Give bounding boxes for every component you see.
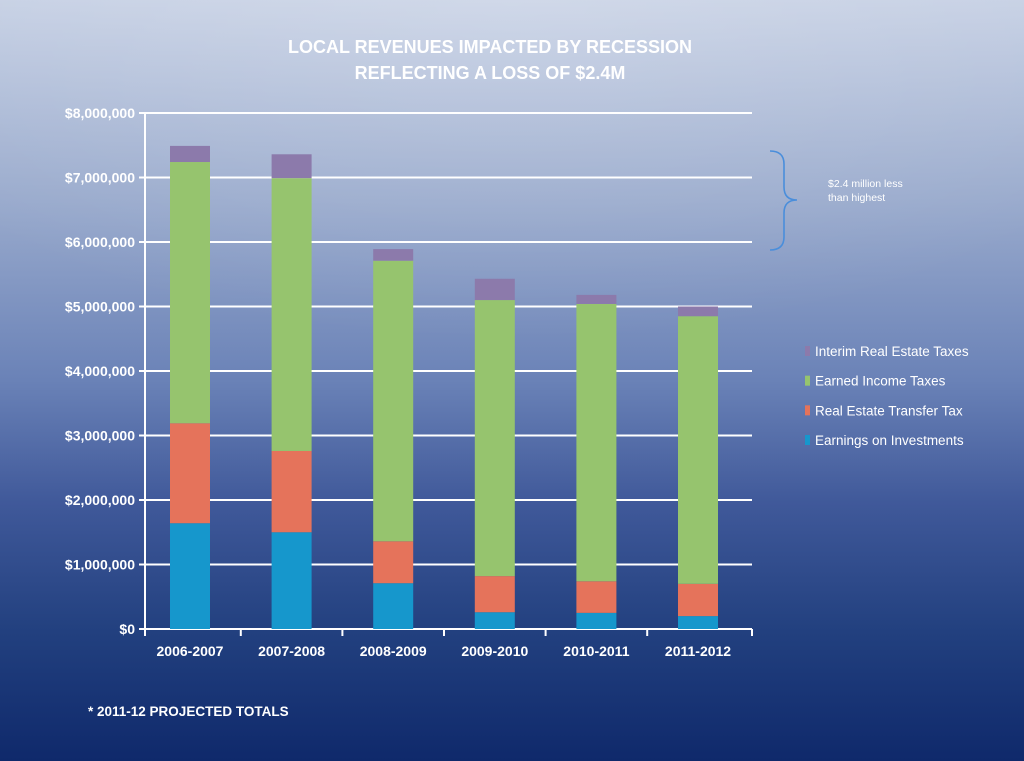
- bar-segment-earnings-on-investments: [271, 532, 312, 629]
- bar-segment-earned-income-taxes: [576, 303, 617, 582]
- bar-segment-interim-real-estate-taxes: [474, 278, 515, 301]
- chart-title: LOCAL REVENUES IMPACTED BY RECESSION REF…: [0, 34, 980, 86]
- footnote: * 2011-12 PROJECTED TOTALS: [88, 704, 289, 719]
- y-tick-label: $2,000,000: [65, 492, 135, 508]
- legend-item-real-estate-transfer-tax: Real Estate Transfer Tax: [805, 403, 963, 418]
- annotation: $2.4 million less than highest: [769, 150, 903, 251]
- legend-label: Earned Income Taxes: [815, 374, 946, 389]
- bar-segment-earned-income-taxes: [373, 260, 414, 542]
- x-tick-label: 2007-2008: [258, 643, 325, 659]
- bar-segment-real-estate-transfer-tax: [678, 583, 718, 617]
- y-tick-label: $6,000,000: [65, 234, 135, 250]
- bar-segment-interim-real-estate-taxes: [170, 145, 210, 163]
- bar-stack-2008-2009: [373, 249, 414, 629]
- bar-segment-interim-real-estate-taxes: [678, 306, 718, 317]
- bar-stack-2007-2008: [271, 154, 312, 629]
- y-tick-label: $8,000,000: [65, 105, 135, 121]
- bar-stack-2006-2007: [170, 145, 210, 629]
- bar-stack-2009-2010: [474, 278, 515, 629]
- legend-label: Real Estate Transfer Tax: [815, 403, 963, 418]
- x-tick-label: 2006-2007: [157, 643, 224, 659]
- bar-segment-earnings-on-investments: [474, 612, 515, 629]
- bar-segment-real-estate-transfer-tax: [170, 423, 210, 524]
- legend-swatch: [805, 435, 810, 446]
- y-tick-label: $0: [119, 621, 135, 637]
- y-tick-label: $5,000,000: [65, 299, 135, 315]
- legend-swatch: [805, 405, 810, 416]
- bar-segment-interim-real-estate-taxes: [576, 294, 617, 304]
- bar-stack-2010-2011: [576, 294, 617, 629]
- legend-swatch: [805, 375, 810, 386]
- bar-segment-earnings-on-investments: [576, 612, 617, 629]
- legend-item-interim-real-estate-taxes: Interim Real Estate Taxes: [805, 344, 969, 359]
- chart-title-line-1: LOCAL REVENUES IMPACTED BY RECESSION: [287, 37, 693, 57]
- x-tick-label: 2008-2009: [360, 643, 427, 659]
- chart-title-line-2: REFLECTING A LOSS OF $2.4M: [354, 63, 626, 83]
- x-tick-labels: 2006-2007 2007-2008 2008-2009 2009-2010 2010…: [157, 643, 732, 659]
- bar-segment-real-estate-transfer-tax: [576, 581, 617, 613]
- bar-segment-earned-income-taxes: [678, 316, 718, 584]
- bar-segment-interim-real-estate-taxes: [271, 154, 312, 179]
- bar-segment-earnings-on-investments: [373, 583, 414, 629]
- annotation-text-line: $2.4 million less: [828, 178, 903, 190]
- legend-swatch: [805, 346, 810, 356]
- legend-item-earnings-on-investments: Earnings on Investments: [805, 433, 964, 448]
- bar-segment-earned-income-taxes: [170, 162, 210, 424]
- legend: Interim Real Estate Taxes Earned Income T…: [805, 344, 969, 448]
- legend-label: Earnings on Investments: [815, 433, 964, 448]
- annotation-brace: [769, 150, 798, 251]
- x-tick-label: 2011-2012: [665, 643, 731, 659]
- y-tick-label: $1,000,000: [65, 557, 135, 573]
- axes: [144, 113, 753, 636]
- bars: [170, 145, 718, 629]
- y-tick-label: $3,000,000: [65, 428, 135, 444]
- bar-segment-real-estate-transfer-tax: [474, 576, 515, 613]
- bar-segment-real-estate-transfer-tax: [271, 450, 312, 533]
- x-tick-label: 2009-2010: [461, 643, 528, 659]
- legend-item-earned-income-taxes: Earned Income Taxes: [805, 374, 946, 389]
- gridlines: [139, 112, 752, 630]
- bar-segment-interim-real-estate-taxes: [373, 249, 414, 261]
- bar-segment-earnings-on-investments: [170, 523, 210, 629]
- legend-label: Interim Real Estate Taxes: [815, 344, 969, 359]
- bar-segment-earnings-on-investments: [678, 616, 718, 629]
- x-tick-label: 2010-2011: [563, 643, 629, 659]
- bar-stack-2011-2012: [678, 306, 718, 629]
- annotation-text-line: than highest: [828, 192, 885, 204]
- bar-segment-earned-income-taxes: [271, 178, 312, 451]
- bar-segment-real-estate-transfer-tax: [373, 541, 414, 584]
- y-tick-label: $7,000,000: [65, 170, 135, 186]
- y-tick-label: $4,000,000: [65, 363, 135, 379]
- y-tick-labels: $0 $1,000,000 $2,000,000 $3,000,000 $4,000,0…: [65, 105, 135, 637]
- bar-segment-earned-income-taxes: [474, 300, 515, 577]
